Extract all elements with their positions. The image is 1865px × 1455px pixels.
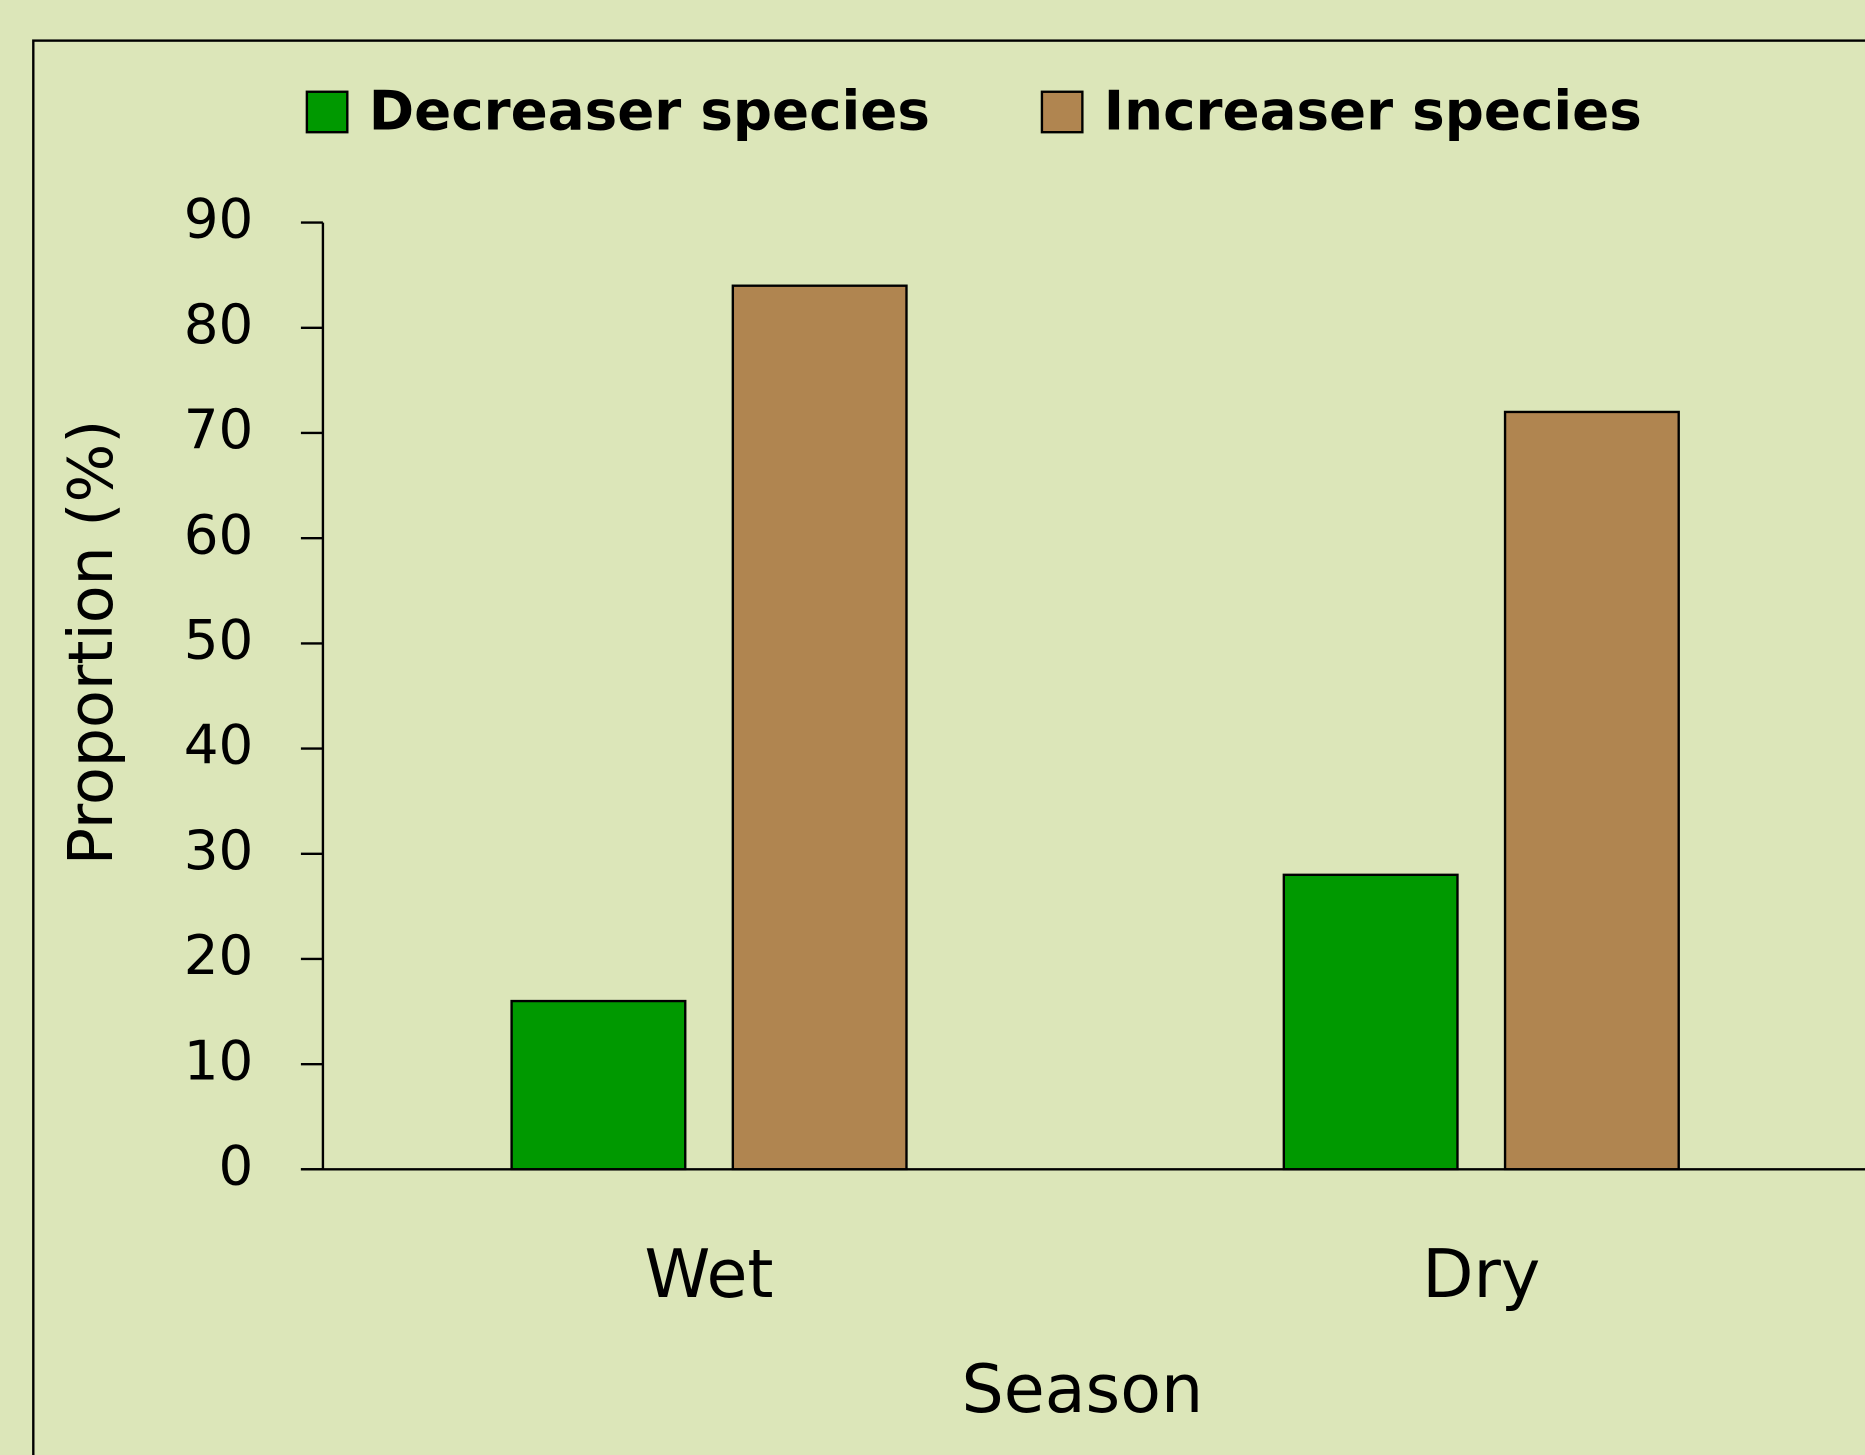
y-tick-label: 60 xyxy=(184,502,254,566)
y-tick-label: 70 xyxy=(184,397,254,461)
y-tick-label: 10 xyxy=(184,1028,254,1092)
legend-label: Increaser species xyxy=(1104,78,1642,142)
x-axis-title: Season xyxy=(962,1350,1204,1428)
y-tick-label: 30 xyxy=(184,818,254,882)
bar xyxy=(510,999,687,1171)
bar xyxy=(1503,410,1680,1171)
y-tick-label: 0 xyxy=(219,1133,254,1197)
legend-label: Decreaser species xyxy=(369,78,930,142)
y-axis-title: Proportion (%) xyxy=(55,420,127,866)
y-tick-label: 80 xyxy=(184,292,254,356)
x-tick-label: Dry xyxy=(1422,1235,1540,1313)
legend-swatch xyxy=(305,90,349,134)
frame xyxy=(32,39,1865,1455)
legend-swatch xyxy=(1040,90,1084,134)
y-tick-label: 90 xyxy=(184,187,254,251)
y-tick-label: 50 xyxy=(184,608,254,672)
bar xyxy=(731,284,908,1171)
bar xyxy=(1282,873,1459,1171)
y-tick-label: 40 xyxy=(184,713,254,777)
y-tick-label: 20 xyxy=(184,923,254,987)
x-tick-label: Wet xyxy=(645,1235,774,1313)
